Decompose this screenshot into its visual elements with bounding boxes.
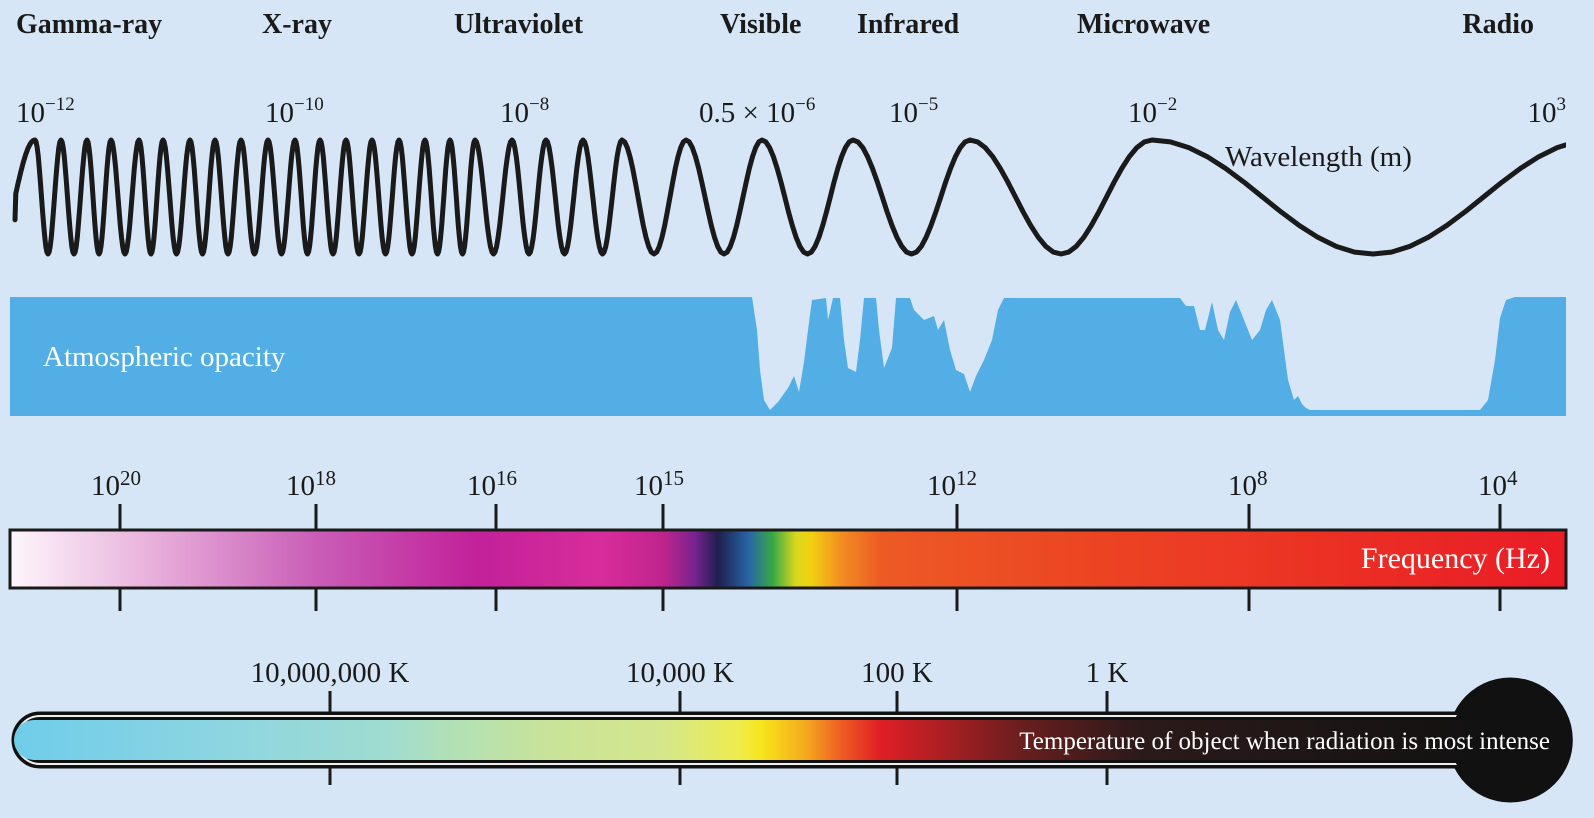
band-label-visible: Visible	[720, 9, 801, 40]
wavelength-tick: 10−2	[1128, 94, 1177, 129]
wavelength-tick: 10−12	[16, 94, 75, 129]
atmospheric-opacity-area	[10, 297, 1566, 416]
wavelength-tick: 10−10	[265, 94, 324, 129]
frequency-tick: 1016	[467, 466, 517, 502]
temperature-label: Temperature of object when radiation is …	[1019, 728, 1550, 755]
frequency-tick: 1020	[91, 466, 141, 502]
wavelength-wave	[12, 137, 1566, 257]
frequency-label: Frequency (Hz)	[1361, 542, 1550, 575]
band-label-radio: Radio	[1462, 9, 1534, 40]
temperature-tick: 1 K	[1086, 657, 1129, 689]
temperature-tick-marks	[328, 691, 1109, 785]
temperature-tick: 100 K	[861, 657, 933, 689]
wavelength-tick: 0.5 × 10−6	[699, 94, 815, 129]
band-label-gamma: Gamma-ray	[16, 9, 162, 40]
band-label-ultraviolet: Ultraviolet	[454, 9, 584, 40]
frequency-tick: 1015	[634, 466, 684, 502]
wavelength-label: Wavelength (m)	[1225, 141, 1412, 173]
wavelength-tick: 10−8	[500, 94, 549, 129]
band-label-xray: X-ray	[262, 9, 332, 40]
wavelength-tick: 103	[1528, 94, 1567, 129]
temperature-tick: 10,000 K	[626, 657, 734, 689]
frequency-tick: 1018	[286, 466, 336, 502]
frequency-tick: 1012	[927, 466, 977, 502]
frequency-bar	[8, 528, 1568, 590]
wavelength-tick: 10−5	[889, 94, 938, 129]
band-label-microwave: Microwave	[1077, 9, 1210, 40]
band-label-infrared: Infrared	[857, 9, 960, 40]
frequency-tick: 108	[1228, 466, 1268, 502]
frequency-tick: 104	[1478, 466, 1518, 502]
temperature-tick: 10,000,000 K	[251, 657, 410, 689]
temperature-bar	[14, 720, 1494, 760]
atmospheric-opacity-label: Atmospheric opacity	[43, 341, 286, 373]
frequency-tick-marks	[118, 504, 1502, 611]
thermometer-bulb	[1451, 683, 1565, 797]
